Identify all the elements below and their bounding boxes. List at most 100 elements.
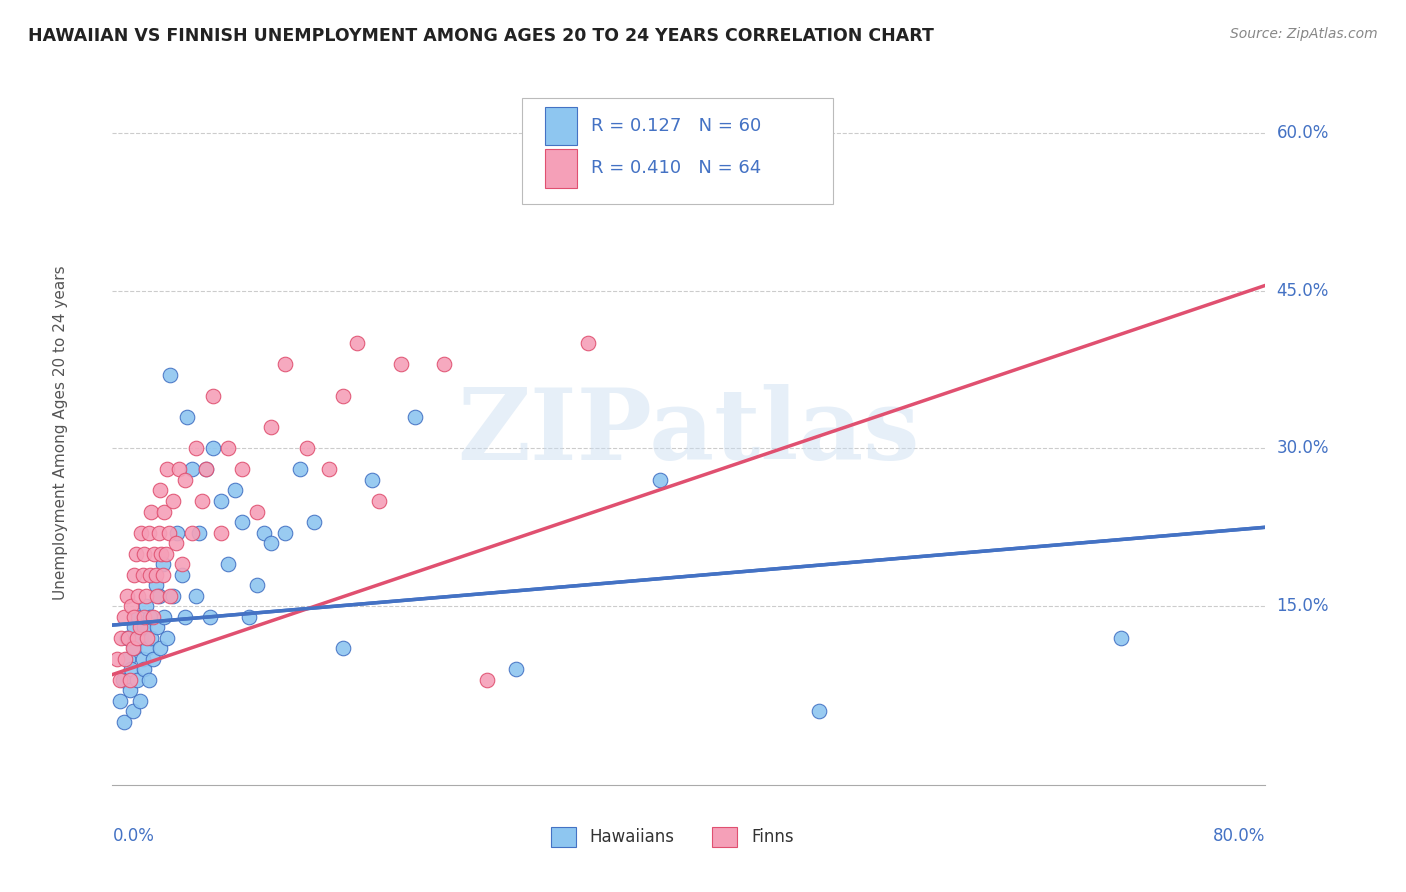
Point	[122, 567, 145, 582]
Point	[143, 547, 166, 561]
Point	[295, 442, 318, 456]
Point	[170, 567, 193, 582]
Text: 0.0%: 0.0%	[112, 827, 155, 845]
Point	[274, 357, 297, 371]
Point	[288, 462, 311, 476]
Point	[173, 473, 195, 487]
Point	[142, 609, 165, 624]
Point	[134, 547, 156, 561]
Text: 45.0%: 45.0%	[1277, 282, 1329, 300]
Point	[433, 357, 456, 371]
Point	[152, 567, 174, 582]
Point	[121, 704, 143, 718]
Point	[127, 609, 149, 624]
Text: 60.0%: 60.0%	[1277, 124, 1329, 142]
Point	[108, 673, 131, 687]
Point	[148, 525, 170, 540]
Text: 80.0%: 80.0%	[1213, 827, 1265, 845]
Point	[195, 462, 218, 476]
Point	[162, 494, 184, 508]
Point	[209, 494, 232, 508]
Point	[145, 567, 167, 582]
Point	[332, 641, 354, 656]
Point	[138, 525, 160, 540]
Point	[159, 368, 181, 382]
Point	[224, 483, 246, 498]
Point	[152, 557, 174, 571]
Point	[304, 515, 326, 529]
Point	[117, 631, 139, 645]
Point	[139, 567, 162, 582]
Point	[505, 662, 527, 676]
Point	[157, 525, 180, 540]
FancyBboxPatch shape	[546, 107, 576, 145]
Point	[360, 473, 382, 487]
FancyBboxPatch shape	[546, 149, 576, 187]
Point	[136, 641, 159, 656]
Point	[1111, 631, 1133, 645]
Point	[167, 462, 190, 476]
Point	[195, 462, 218, 476]
Point	[148, 589, 170, 603]
Text: Hawaiians: Hawaiians	[589, 828, 675, 847]
Point	[180, 462, 202, 476]
Point	[231, 462, 253, 476]
Point	[141, 631, 163, 645]
Point	[115, 631, 138, 645]
Point	[125, 673, 148, 687]
Point	[145, 578, 167, 592]
Point	[807, 704, 830, 718]
Point	[159, 589, 181, 603]
Point	[117, 652, 139, 666]
Text: R = 0.410   N = 64: R = 0.410 N = 64	[591, 160, 761, 178]
Point	[129, 631, 153, 645]
Point	[146, 620, 169, 634]
Point	[128, 694, 150, 708]
Point	[132, 567, 155, 582]
Point	[115, 589, 138, 603]
Point	[120, 662, 142, 676]
Point	[173, 609, 195, 624]
Text: 15.0%: 15.0%	[1277, 597, 1329, 615]
Point	[134, 662, 156, 676]
Point	[253, 525, 276, 540]
Point	[231, 515, 253, 529]
Point	[111, 673, 134, 687]
Point	[105, 652, 128, 666]
Point	[128, 620, 150, 634]
Point	[108, 694, 131, 708]
Point	[260, 536, 283, 550]
Point	[156, 631, 179, 645]
Text: Finns: Finns	[751, 828, 794, 847]
Point	[184, 589, 207, 603]
Point	[404, 409, 426, 424]
Point	[122, 620, 145, 634]
Point	[112, 609, 135, 624]
Point	[153, 609, 176, 624]
Text: R = 0.127   N = 60: R = 0.127 N = 60	[591, 117, 761, 135]
Point	[165, 536, 187, 550]
Point	[153, 504, 176, 518]
Point	[110, 631, 132, 645]
Point	[121, 641, 143, 656]
Point	[332, 389, 354, 403]
Point	[112, 714, 135, 729]
Point	[118, 683, 141, 698]
Point	[184, 442, 207, 456]
Point	[202, 442, 225, 456]
Point	[202, 389, 225, 403]
Point	[180, 525, 202, 540]
Text: ZIPatlas: ZIPatlas	[458, 384, 920, 481]
Point	[156, 462, 179, 476]
Point	[149, 641, 172, 656]
Point	[368, 494, 391, 508]
Point	[141, 504, 163, 518]
Point	[134, 620, 156, 634]
Text: 30.0%: 30.0%	[1277, 440, 1329, 458]
Point	[246, 578, 269, 592]
Point	[122, 609, 145, 624]
Point	[166, 525, 188, 540]
Point	[260, 420, 283, 434]
Point	[191, 494, 214, 508]
Point	[142, 652, 165, 666]
